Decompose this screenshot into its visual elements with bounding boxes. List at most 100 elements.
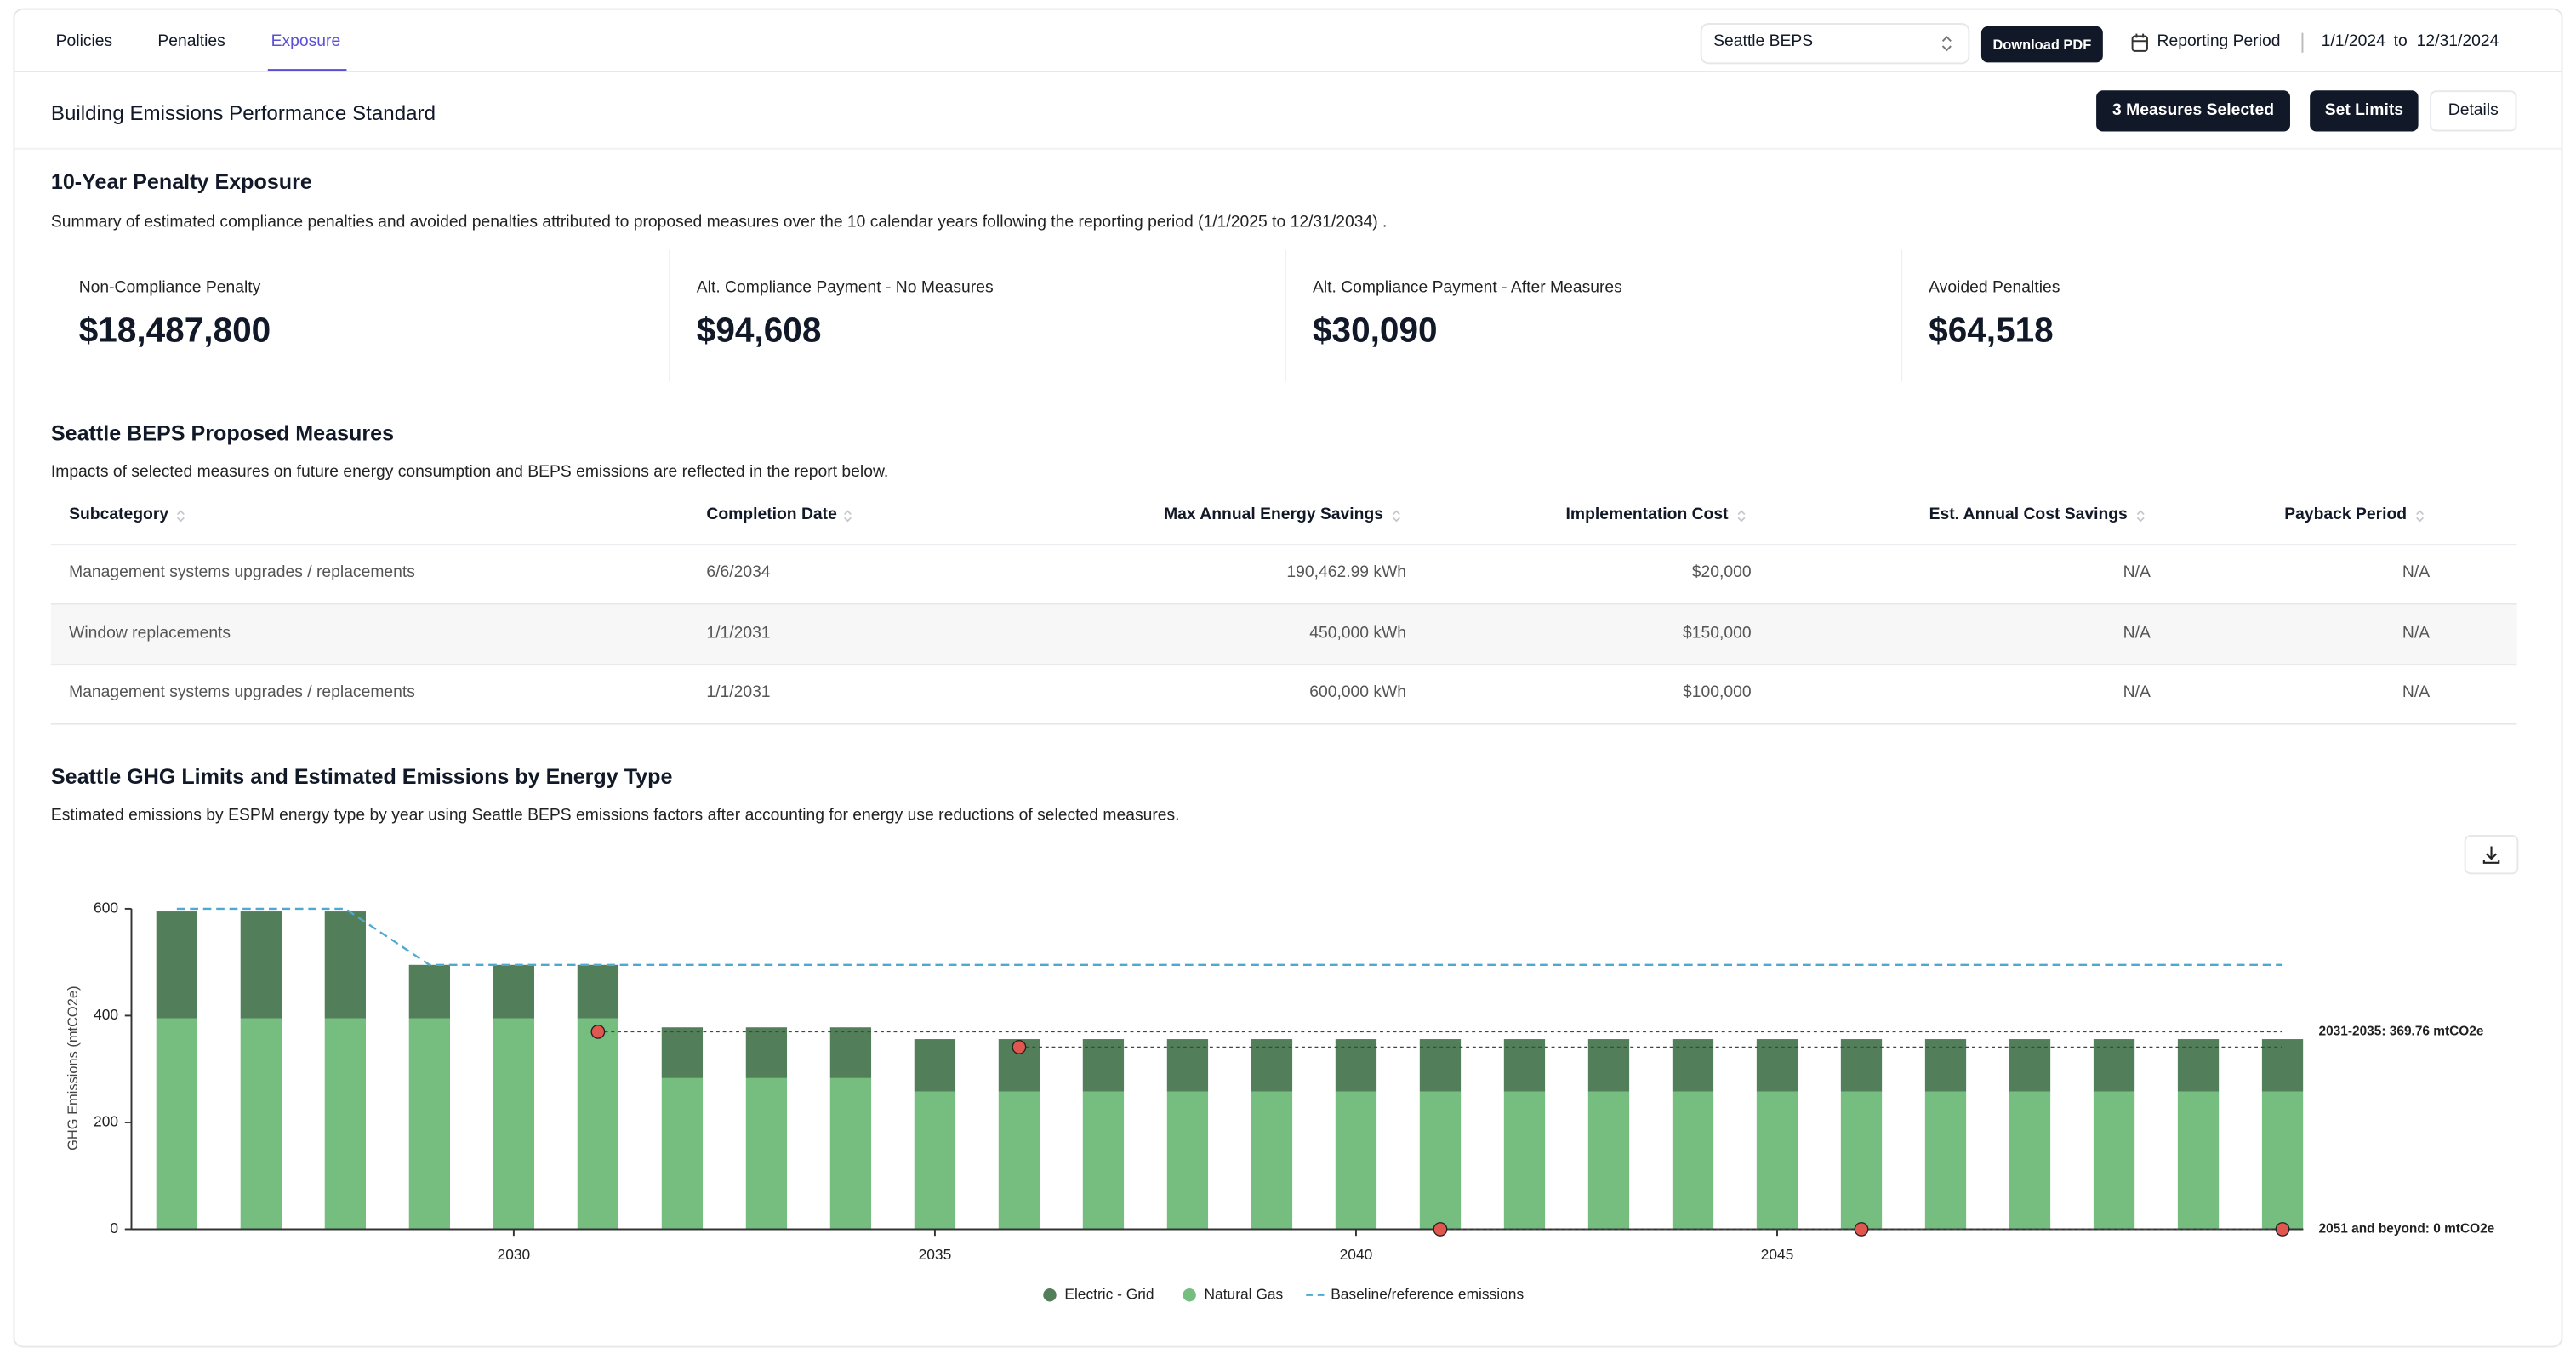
bar (408, 1018, 451, 1230)
legend-label: Natural Gas (1205, 1285, 1284, 1302)
column-header[interactable]: Max Annual Energy Savings (1164, 506, 1384, 525)
bar (1251, 1039, 1293, 1092)
row-divider (50, 663, 2517, 665)
bar (1082, 1039, 1125, 1092)
bar (2009, 1039, 2051, 1092)
table-cell: 190,462.99 kWh (1286, 563, 1407, 582)
bar (1756, 1039, 1798, 1092)
x-tick-label: 2035 (919, 1246, 952, 1263)
download-icon (2482, 846, 2500, 864)
sort-icon[interactable] (2135, 508, 2146, 524)
bar (577, 964, 619, 1019)
column-header[interactable]: Est. Annual Cost Savings (1929, 506, 2128, 525)
chart-download-button[interactable] (2464, 835, 2519, 875)
bar (661, 1027, 704, 1078)
bar (829, 1077, 872, 1230)
sort-icon[interactable] (1392, 508, 1402, 524)
nav-tab[interactable]: Penalties (157, 32, 225, 51)
card-divider (668, 249, 670, 382)
table-cell: 1/1/2031 (706, 684, 771, 703)
bar (1251, 1091, 1293, 1230)
bar (1335, 1039, 1377, 1092)
card-label: Avoided Penalties (1929, 279, 2060, 298)
bar (1587, 1039, 1630, 1092)
bar (1756, 1091, 1798, 1230)
card-value: $30,090 (1312, 311, 1438, 351)
period-to: to (2393, 32, 2408, 51)
table-cell: Management systems upgrades / replacemen… (69, 563, 415, 582)
card-value: $18,487,800 (78, 311, 271, 351)
section-description: Estimated emissions by ESPM energy type … (50, 807, 1180, 825)
bar (408, 964, 451, 1019)
table-cell: $20,000 (1691, 563, 1752, 582)
measures-button[interactable]: 3 Measures Selected (2096, 90, 2290, 132)
limit-point (1854, 1222, 1869, 1237)
nav-tab[interactable]: Policies (55, 32, 113, 51)
y-tick-label: 200 (94, 1113, 118, 1130)
bar (2177, 1039, 2220, 1092)
bar (324, 911, 367, 1019)
bar (1672, 1039, 1714, 1092)
section-title: 10-Year Penalty Exposure (50, 168, 312, 194)
table-cell: N/A (2402, 624, 2431, 643)
download-pdf-button[interactable]: Download PDF (1980, 26, 2103, 63)
card-label: Alt. Compliance Payment - No Measures (696, 279, 994, 298)
legend-swatch (1183, 1288, 1196, 1302)
bar (1419, 1091, 1462, 1230)
column-header[interactable]: Subcategory (69, 506, 169, 525)
sort-icon[interactable] (1736, 508, 1747, 524)
bar (745, 1027, 788, 1078)
nav-tab[interactable]: Exposure (271, 32, 341, 51)
set-limits-button[interactable]: Set Limits (2310, 90, 2419, 132)
row-divider (50, 723, 2517, 726)
card-value: $94,608 (696, 311, 822, 351)
bar (1503, 1039, 1546, 1092)
bar (829, 1027, 872, 1078)
sort-icon[interactable] (2415, 508, 2425, 524)
bar (1924, 1091, 1967, 1230)
bar (324, 1018, 367, 1230)
limit-label: 2051 and beyond: 0 mtCO2e (2319, 1222, 2495, 1237)
card-value: $64,518 (1929, 311, 2054, 351)
bar (493, 964, 535, 1019)
table-cell: N/A (2123, 563, 2151, 582)
bar (1672, 1091, 1714, 1230)
bar (1840, 1039, 1883, 1092)
limit-label: 2031-2035: 369.76 mtCO2e (2319, 1024, 2484, 1038)
bar (577, 1018, 619, 1230)
table-cell: N/A (2123, 624, 2151, 643)
y-tick-label: 400 (94, 1006, 118, 1023)
chevron-icon (1941, 36, 1952, 52)
bar (998, 1091, 1040, 1230)
x-tick-label: 2040 (1340, 1246, 1373, 1263)
bar (156, 911, 197, 1019)
bar (2177, 1091, 2220, 1230)
section-title: Seattle GHG Limits and Estimated Emissio… (50, 763, 673, 789)
table-cell: 1/1/2031 (706, 624, 771, 643)
column-header[interactable]: Completion Date (706, 506, 837, 525)
page-title: Building Emissions Performance Standard (50, 101, 436, 125)
y-axis-label: GHG Emissions (mtCO2e) (66, 986, 81, 1151)
table-cell: Window replacements (69, 624, 231, 643)
header-divider (14, 147, 2562, 150)
period-end[interactable]: 12/31/2024 (2416, 32, 2499, 51)
sort-icon[interactable] (844, 508, 854, 524)
reporting-label: Reporting Period (2157, 32, 2281, 51)
bar (914, 1091, 956, 1230)
column-header[interactable]: Payback Period (2284, 506, 2408, 525)
bar (1840, 1091, 1883, 1230)
site-select[interactable] (1700, 23, 1970, 65)
legend-label: Baseline/reference emissions (1331, 1285, 1524, 1302)
card-divider (1285, 249, 1287, 382)
bar (1419, 1039, 1462, 1092)
column-header[interactable]: Implementation Cost (1565, 506, 1729, 525)
sort-icon[interactable] (175, 508, 185, 524)
limit-point (1433, 1222, 1448, 1237)
bar (1503, 1091, 1546, 1230)
card-label: Non-Compliance Penalty (78, 279, 261, 298)
details-button[interactable]: Details (2430, 90, 2517, 132)
period-start[interactable]: 1/1/2024 (2321, 32, 2385, 51)
row-divider (50, 603, 2517, 605)
limit-point (2275, 1222, 2290, 1237)
